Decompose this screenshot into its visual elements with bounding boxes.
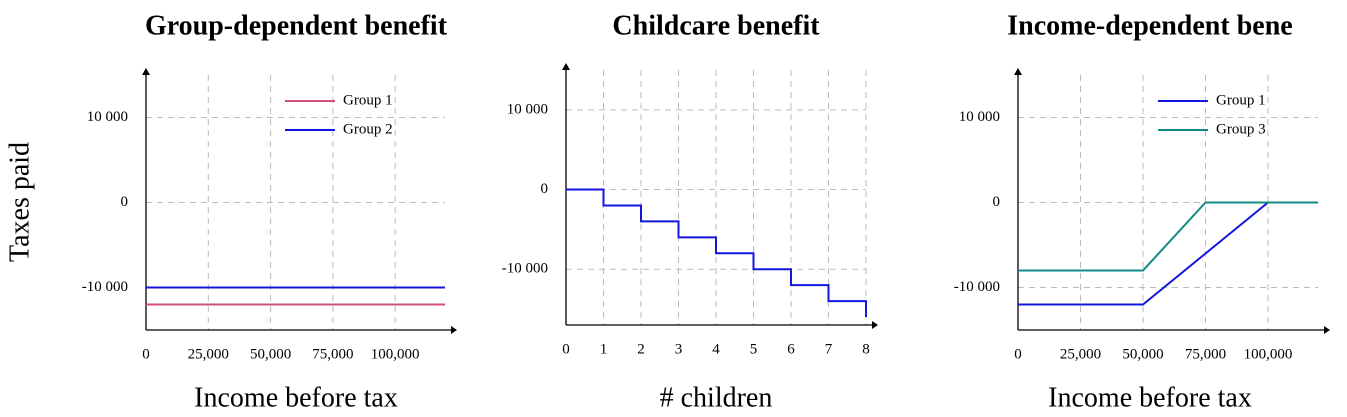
x-tick-label: 50,000 bbox=[250, 346, 291, 362]
legend-label: Group 1 bbox=[343, 92, 393, 108]
x-axis-label: # children bbox=[660, 382, 773, 413]
y-tick-label: 10 000 bbox=[507, 101, 548, 117]
x-tick-label: 100,000 bbox=[371, 346, 420, 362]
legend-label: Group 1 bbox=[1216, 92, 1266, 108]
y-tick-label: 10 000 bbox=[959, 109, 1000, 125]
x-tick-label: 25,000 bbox=[1060, 346, 1101, 362]
x-axis-label: Income before tax bbox=[1048, 382, 1252, 413]
x-tick-label: 0 bbox=[142, 346, 150, 362]
y-tick-label: 0 bbox=[541, 181, 549, 197]
x-tick-label: 5 bbox=[750, 341, 758, 357]
x-tick-label: 0 bbox=[1014, 346, 1022, 362]
x-tick-label: 0 bbox=[562, 341, 570, 357]
x-tick-label: 8 bbox=[862, 341, 870, 357]
x-tick-label: 75,000 bbox=[312, 346, 353, 362]
chart-title: Group-dependent benefit bbox=[145, 10, 448, 41]
y-tick-label: 10 000 bbox=[87, 109, 128, 125]
series-line bbox=[1018, 201, 1318, 272]
y-tick-label: 0 bbox=[993, 194, 1001, 210]
x-tick-label: 75,000 bbox=[1185, 346, 1226, 362]
y-axis-arrow bbox=[142, 68, 150, 75]
y-axis-arrow bbox=[562, 63, 570, 70]
x-tick-label: 100,000 bbox=[1244, 346, 1293, 362]
x-tick-label: 2 bbox=[637, 341, 645, 357]
x-tick-label: 25,000 bbox=[188, 346, 229, 362]
chart-title: Childcare benefit bbox=[612, 10, 820, 41]
y-axis-arrow bbox=[1014, 68, 1022, 75]
y-tick-label: 0 bbox=[121, 194, 129, 210]
x-tick-label: 3 bbox=[675, 341, 683, 357]
x-axis-arrow bbox=[451, 326, 457, 334]
x-tick-label: 7 bbox=[825, 341, 833, 357]
legend-label: Group 2 bbox=[343, 121, 393, 137]
chart-title: Income-dependent bene bbox=[1007, 10, 1292, 41]
x-axis-arrow bbox=[1324, 326, 1330, 334]
x-tick-label: 1 bbox=[600, 341, 608, 357]
x-tick-label: 4 bbox=[712, 341, 720, 357]
y-tick-label: -10 000 bbox=[502, 261, 548, 277]
x-tick-label: 6 bbox=[787, 341, 795, 357]
x-tick-label: 50,000 bbox=[1122, 346, 1163, 362]
x-axis-arrow bbox=[872, 321, 878, 329]
legend-label: Group 3 bbox=[1216, 121, 1266, 137]
y-tick-label: -10 000 bbox=[82, 279, 128, 295]
series-line bbox=[1018, 201, 1318, 306]
series-line bbox=[566, 188, 867, 318]
y-axis-label: Taxes paid bbox=[4, 142, 35, 262]
y-tick-label: -10 000 bbox=[954, 279, 1000, 295]
x-axis-label: Income before tax bbox=[194, 382, 398, 413]
